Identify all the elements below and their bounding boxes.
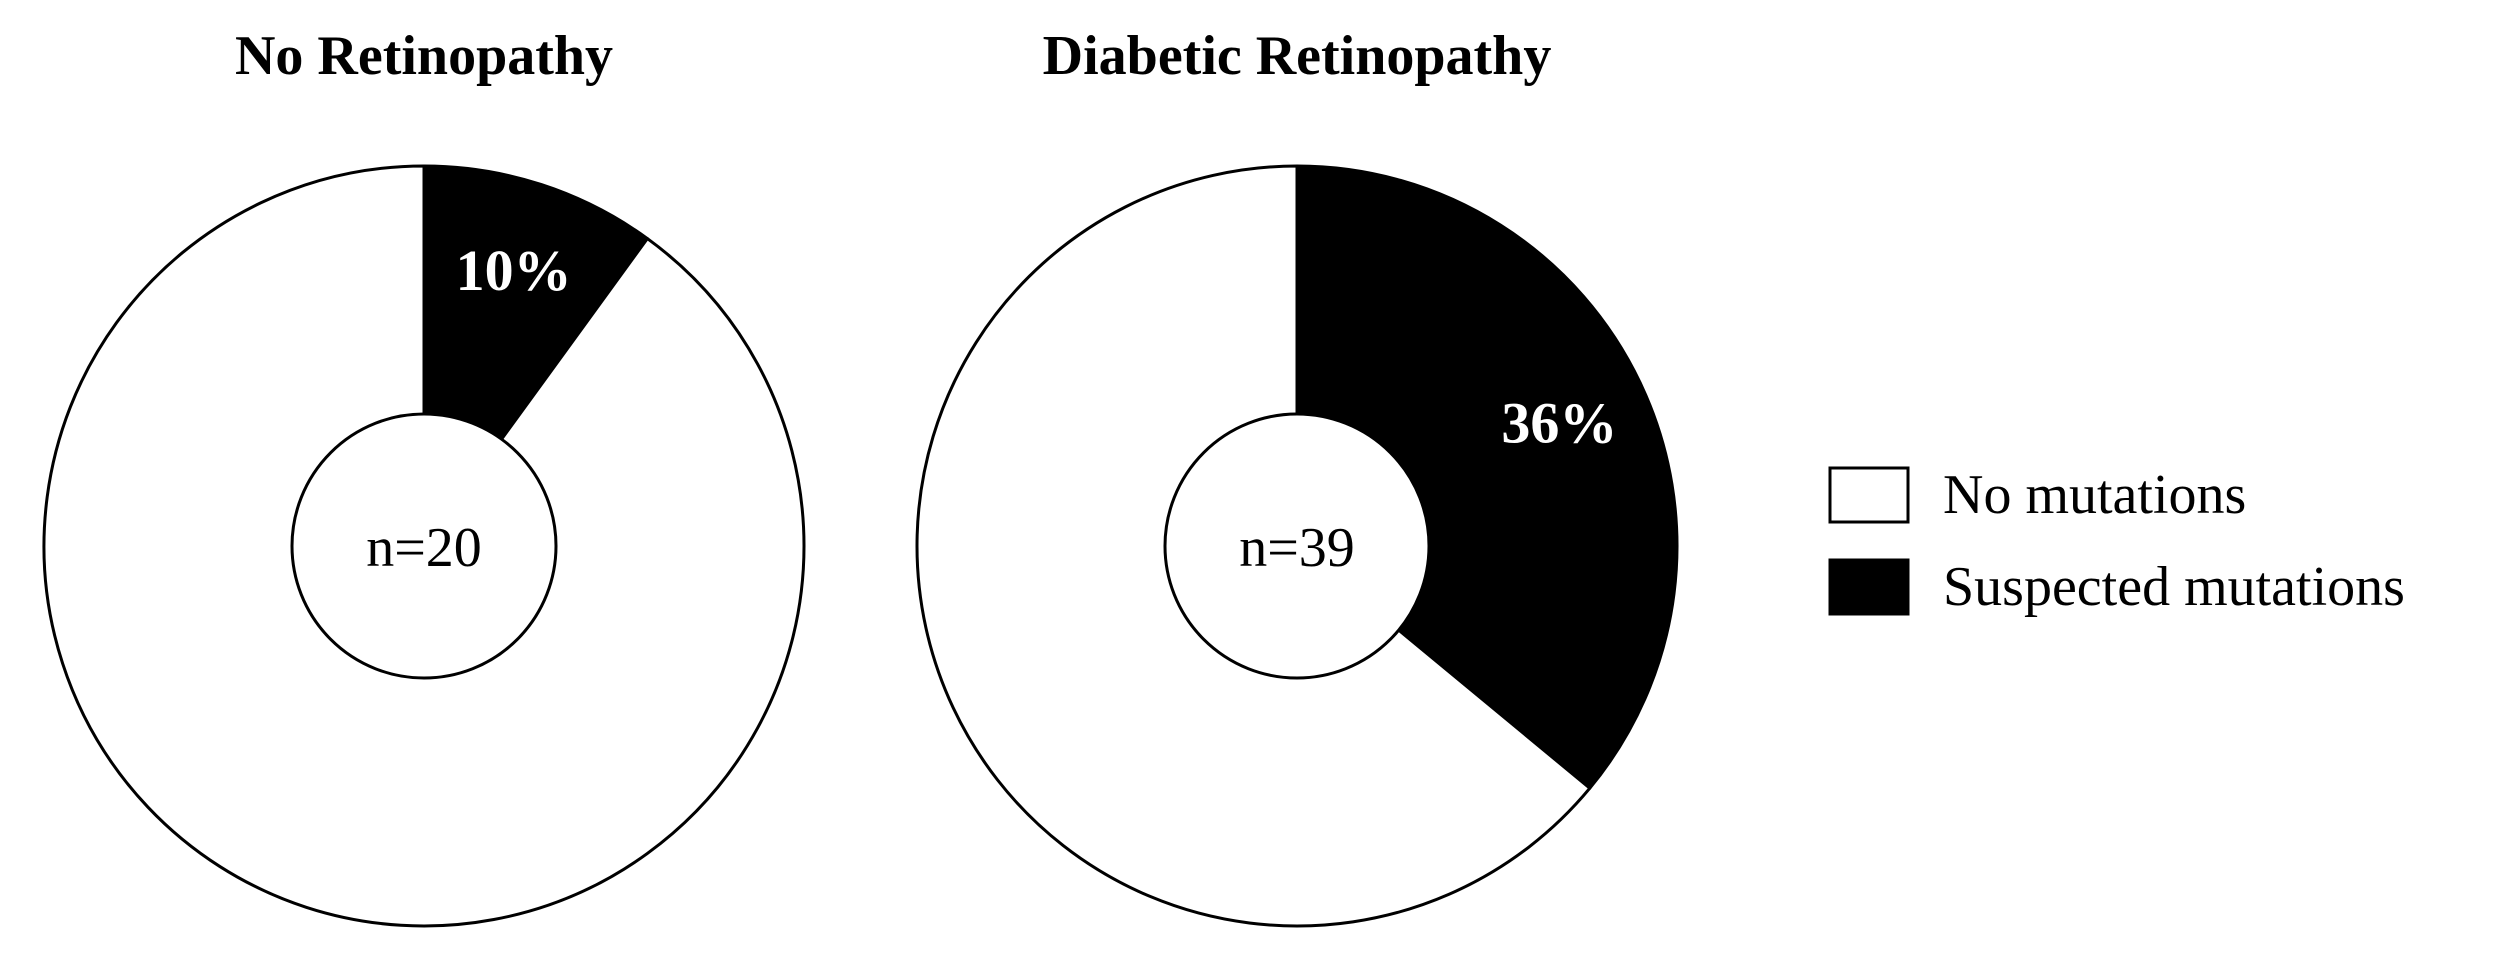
legend-label-no-mutations: No mutations: [1943, 464, 2246, 526]
center-label-diabetic-retinopathy: n=39: [1239, 517, 1355, 579]
donut-hole-diabetic-retinopathy: [1163, 412, 1431, 680]
data-label-suspected-mutations-no-retinopathy: 10%: [456, 238, 572, 303]
donut-chart-no-retinopathy: No Retinopathy n=20 10%: [42, 25, 806, 928]
legend-swatch-suspected-mutations: [1828, 558, 1910, 616]
donut-chart-diabetic-retinopathy: Diabetic Retinopathy n=39 36%: [915, 25, 1679, 928]
data-labels-diabetic-retinopathy: 36%: [1501, 391, 1617, 456]
legend-swatch-no-mutations: [1828, 466, 1910, 524]
slice-suspected-mutations-diabetic-retinopathy: [1295, 164, 1679, 790]
center-label-no-retinopathy: n=20: [366, 517, 482, 579]
legend-label-suspected-mutations: Suspected mutations: [1943, 556, 2405, 618]
legend: No mutations Suspected mutations: [1828, 464, 2405, 618]
data-label-suspected-mutations-diabetic-retinopathy: 36%: [1501, 391, 1617, 456]
chart-title-diabetic-retinopathy: Diabetic Retinopathy: [1043, 25, 1552, 87]
chart-title-no-retinopathy: No Retinopathy: [235, 25, 613, 87]
data-labels-no-retinopathy: 10%: [456, 238, 572, 303]
donut-hole-no-retinopathy: [290, 412, 558, 680]
